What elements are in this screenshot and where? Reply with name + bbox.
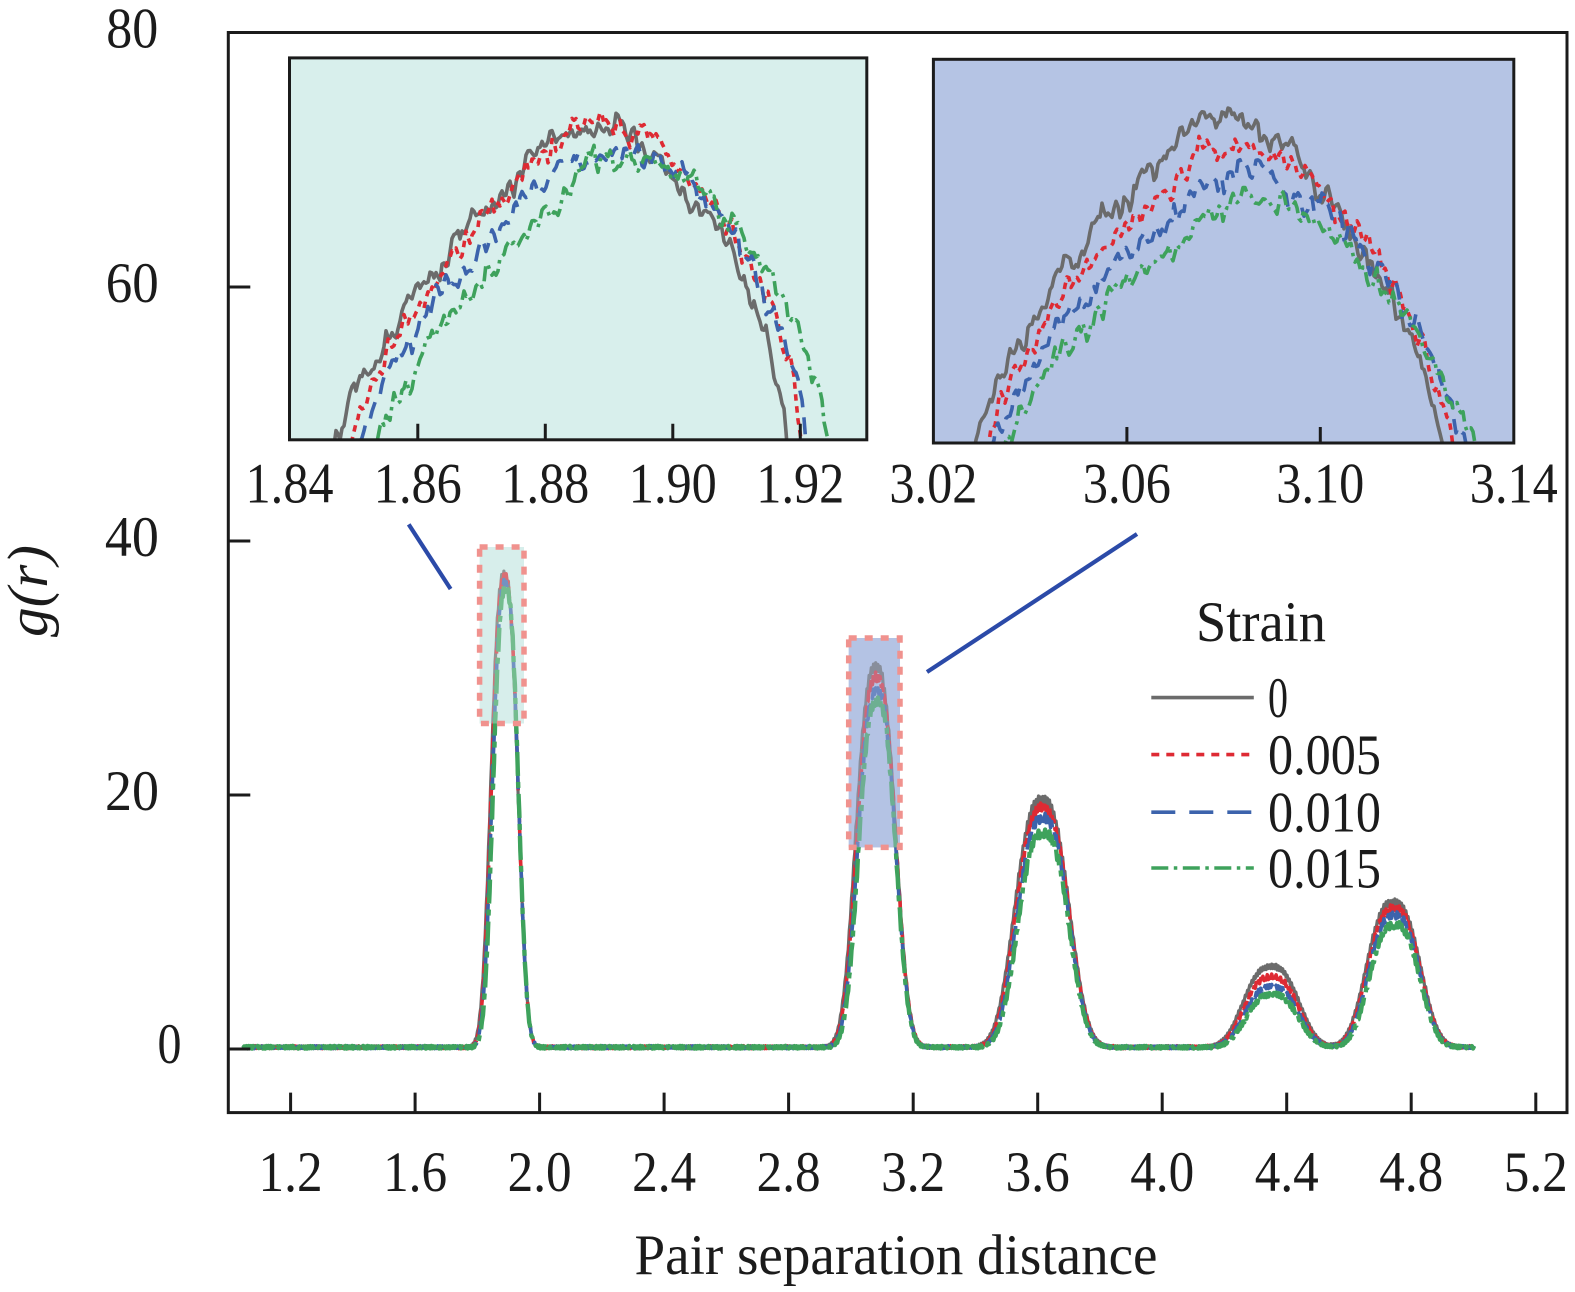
svg-text:5.2: 5.2	[1504, 1141, 1568, 1204]
svg-text:1.86: 1.86	[374, 453, 462, 516]
svg-text:3.10: 3.10	[1276, 453, 1364, 516]
svg-text:Pair separation distance: Pair separation distance	[635, 1224, 1158, 1287]
svg-text:1.92: 1.92	[756, 453, 844, 516]
svg-text:3.14: 3.14	[1470, 453, 1558, 516]
svg-text:4.0: 4.0	[1130, 1141, 1194, 1204]
svg-text:20: 20	[105, 760, 159, 823]
svg-text:1.6: 1.6	[383, 1141, 447, 1204]
svg-text:4.4: 4.4	[1255, 1141, 1319, 1204]
svg-text:1.88: 1.88	[501, 453, 589, 516]
svg-text:2.4: 2.4	[632, 1141, 696, 1204]
svg-text:0.010: 0.010	[1268, 782, 1381, 845]
svg-text:1.2: 1.2	[259, 1141, 323, 1204]
svg-text:2.8: 2.8	[757, 1141, 821, 1204]
svg-text:80: 80	[106, 0, 158, 61]
svg-text:0.015: 0.015	[1268, 838, 1381, 901]
svg-text:3.6: 3.6	[1006, 1141, 1070, 1204]
svg-text:2.0: 2.0	[508, 1141, 572, 1204]
svg-text:40: 40	[105, 506, 159, 569]
svg-text:g(r): g(r)	[0, 545, 60, 637]
svg-text:3.02: 3.02	[889, 453, 977, 516]
svg-text:60: 60	[106, 252, 159, 315]
svg-text:4.8: 4.8	[1379, 1141, 1443, 1204]
svg-text:Strain: Strain	[1196, 591, 1326, 654]
svg-text:1.84: 1.84	[246, 453, 334, 516]
svg-text:1.90: 1.90	[629, 453, 717, 516]
svg-text:0: 0	[158, 1013, 182, 1076]
svg-text:0: 0	[1268, 667, 1288, 730]
svg-text:0.005: 0.005	[1268, 724, 1381, 787]
svg-text:3.2: 3.2	[881, 1141, 945, 1204]
svg-text:3.06: 3.06	[1083, 453, 1171, 516]
